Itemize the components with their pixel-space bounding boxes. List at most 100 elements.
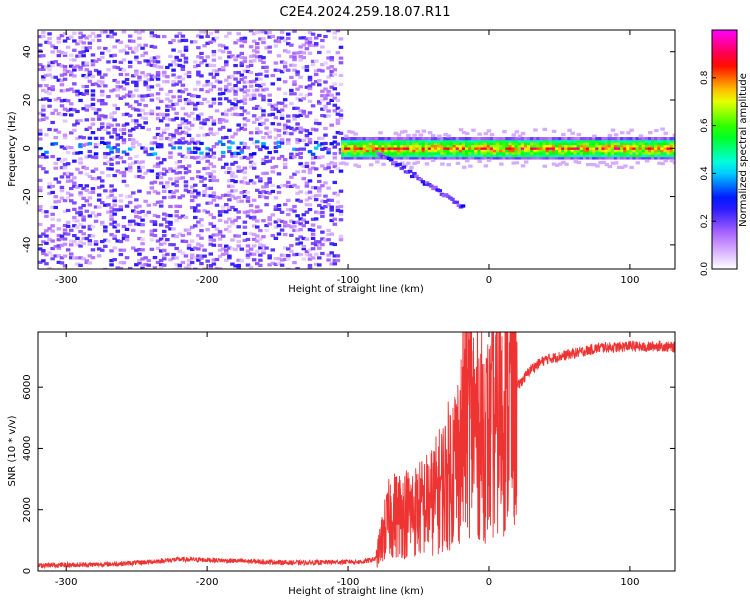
heatmap-cell (186, 267, 192, 269)
heatmap-cell (208, 104, 214, 108)
heatmap-cell (657, 146, 662, 150)
heatmap-cell (81, 257, 86, 261)
heatmap-cell (483, 151, 489, 155)
heatmap-cell (100, 51, 105, 55)
heatmap-cell (134, 175, 139, 179)
heatmap-cell (38, 188, 43, 193)
heatmap-cell (146, 93, 152, 97)
heatmap-cell (162, 73, 167, 78)
heatmap-cell (62, 68, 68, 72)
heatmap-cell (620, 153, 625, 158)
heatmap-cell (629, 165, 634, 170)
heatmap-cell (570, 131, 575, 135)
heatmap-cell (338, 238, 344, 242)
heatmap-cell (152, 228, 158, 232)
heatmap-cell (233, 106, 238, 110)
heatmap-cell (233, 97, 238, 101)
heatmap-cell (224, 210, 229, 214)
heatmap-cell (399, 130, 405, 134)
heatmap-cell (56, 238, 62, 242)
heatmap-cell (527, 139, 532, 143)
heatmap-cell (292, 253, 297, 257)
heatmap-cell (384, 153, 389, 158)
heatmap-cell (90, 155, 96, 159)
heatmap-cell (295, 106, 300, 110)
heatmap-cell (137, 31, 142, 35)
heatmap-cell (162, 116, 167, 120)
heatmap-cell (143, 51, 148, 55)
heatmap-cell (332, 140, 338, 144)
heatmap-cell (174, 141, 179, 145)
heatmap-cell (87, 234, 93, 238)
heatmap-cell (239, 199, 245, 203)
heatmap-cell (335, 142, 341, 146)
heatmap-cell (189, 260, 195, 265)
heatmap-cell (492, 153, 498, 158)
heatmap-cell (124, 152, 130, 156)
heatmap-cell (320, 214, 325, 218)
heatmap-cell (421, 144, 427, 148)
heatmap-cell (317, 240, 322, 244)
heatmap-cell (542, 156, 548, 160)
heatmap-cell (38, 84, 43, 88)
heatmap-cell (585, 153, 591, 158)
heatmap-cell (573, 139, 579, 143)
heatmap-cell (335, 92, 341, 96)
spectrogram-y-label: Frequency (Hz) (7, 111, 18, 187)
heatmap-cell (121, 215, 127, 220)
heatmap-cell (359, 139, 365, 143)
heatmap-cell (47, 237, 52, 242)
heatmap-cell (353, 156, 358, 160)
heatmap-cell (174, 76, 179, 80)
heatmap-cell (258, 84, 263, 88)
heatmap-cell (353, 137, 358, 141)
heatmap-cell (137, 210, 142, 214)
heatmap-cell (273, 116, 279, 120)
heatmap-cell (356, 146, 361, 150)
heatmap-cell (335, 98, 341, 103)
heatmap-cell (289, 155, 294, 160)
heatmap-cell (415, 156, 420, 160)
heatmap-cell (41, 210, 46, 214)
heatmap-cell (208, 148, 214, 152)
heatmap-cell (227, 82, 232, 86)
heatmap-cell (657, 149, 662, 153)
heatmap-cell (78, 223, 83, 227)
heatmap-cell (267, 177, 272, 181)
heatmap-cell (38, 247, 43, 251)
x-tick-label: 100 (620, 275, 639, 286)
heatmap-cell (140, 267, 145, 269)
heatmap-cell (100, 179, 105, 183)
heatmap-cell (651, 139, 656, 143)
heatmap-cell (84, 46, 90, 50)
heatmap-cell (193, 94, 198, 98)
heatmap-cell (539, 151, 544, 155)
heatmap-cell (217, 232, 223, 236)
heatmap-cell (502, 151, 507, 155)
heatmap-cell (168, 89, 173, 94)
heatmap-cell (530, 137, 535, 141)
heatmap-cell (84, 166, 90, 170)
heatmap-cell (236, 38, 241, 43)
heatmap-cell (505, 151, 510, 155)
heatmap-cell (375, 160, 380, 164)
heatmap-cell (242, 90, 248, 94)
heatmap-cell (62, 53, 68, 57)
heatmap-cell (186, 246, 192, 250)
heatmap-cell (335, 205, 341, 209)
heatmap-cell (375, 146, 380, 150)
heatmap-cell (465, 153, 470, 158)
heatmap-cell (149, 247, 155, 251)
heatmap-cell (112, 188, 117, 192)
heatmap-cell (196, 170, 201, 174)
heatmap-cell (168, 143, 173, 147)
heatmap-cell (78, 50, 83, 54)
heatmap-cell (301, 257, 307, 261)
heatmap-cell (100, 80, 105, 84)
heatmap-cell (267, 159, 272, 163)
heatmap-cell (320, 62, 325, 67)
heatmap-cell (536, 144, 541, 148)
heatmap-cell (592, 156, 597, 160)
heatmap-cell (651, 151, 656, 155)
heatmap-cell (381, 141, 386, 146)
